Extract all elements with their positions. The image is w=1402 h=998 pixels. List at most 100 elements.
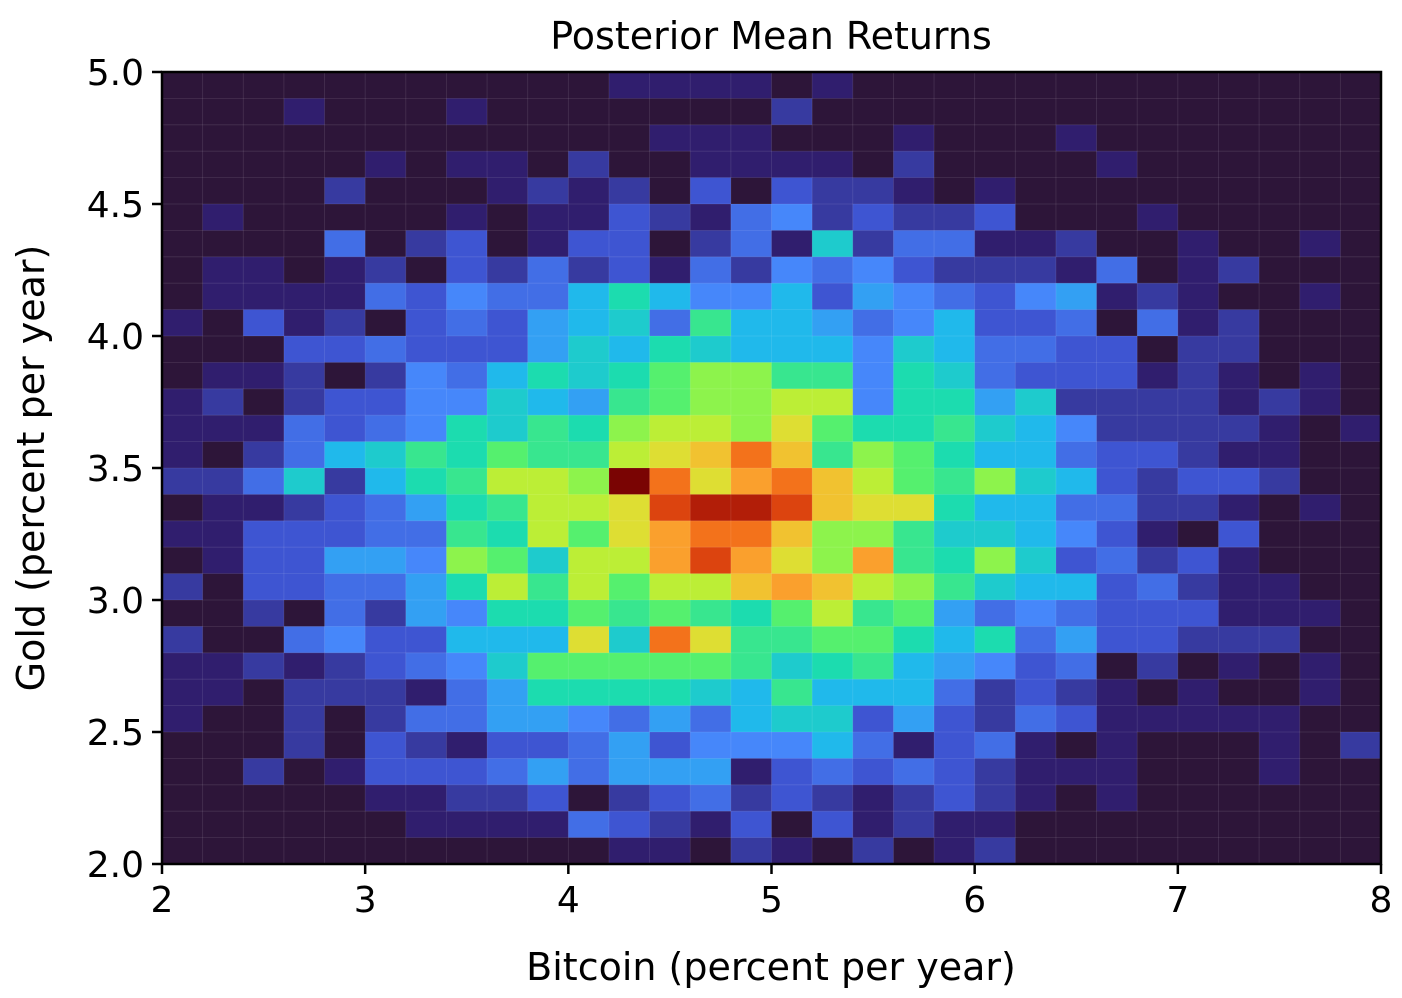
heatmap-cell bbox=[893, 124, 935, 152]
heatmap-cell bbox=[771, 151, 813, 178]
heatmap-cell bbox=[162, 626, 204, 654]
heatmap-cell bbox=[1015, 758, 1057, 786]
heatmap-cell bbox=[730, 758, 772, 786]
heatmap-cell bbox=[974, 336, 1016, 363]
heatmap-cell bbox=[568, 626, 610, 654]
heatmap-cell bbox=[812, 441, 854, 469]
heatmap-cell bbox=[202, 151, 244, 178]
heatmap-cell bbox=[1259, 679, 1301, 706]
heatmap-cell bbox=[283, 124, 325, 152]
heatmap-cell bbox=[934, 362, 976, 390]
heatmap-cell bbox=[1055, 811, 1097, 838]
heatmap-cell bbox=[162, 705, 204, 733]
heatmap-cell bbox=[690, 124, 732, 152]
heatmap-cell bbox=[1218, 283, 1260, 310]
heatmap-cell bbox=[730, 626, 772, 654]
heatmap-cell bbox=[1137, 652, 1179, 680]
heatmap-cell bbox=[487, 758, 529, 786]
heatmap-cell bbox=[1015, 283, 1057, 310]
heatmap-cell bbox=[608, 256, 650, 284]
heatmap-cell bbox=[608, 811, 650, 838]
heatmap-cell bbox=[771, 177, 813, 205]
heatmap-cell bbox=[690, 72, 732, 99]
heatmap-cell bbox=[1055, 758, 1097, 786]
heatmap-cell bbox=[487, 415, 529, 442]
heatmap-cell bbox=[690, 98, 732, 126]
heatmap-cell bbox=[1299, 309, 1341, 337]
heatmap-cell bbox=[202, 573, 244, 601]
heatmap-cell bbox=[852, 547, 894, 574]
heatmap-cell bbox=[690, 309, 732, 337]
heatmap-cell bbox=[649, 388, 691, 416]
heatmap-cell bbox=[1259, 124, 1301, 152]
heatmap-cell bbox=[812, 98, 854, 126]
heatmap-cell bbox=[1096, 230, 1138, 258]
heatmap-cell bbox=[1177, 600, 1219, 627]
heatmap-cell bbox=[730, 283, 772, 310]
heatmap-cell bbox=[243, 573, 285, 601]
x-tick-label: 6 bbox=[963, 880, 986, 921]
x-tick-label: 8 bbox=[1370, 880, 1393, 921]
heatmap-cell bbox=[608, 679, 650, 706]
heatmap-cell bbox=[690, 732, 732, 759]
heatmap-cell bbox=[283, 177, 325, 205]
heatmap-cell bbox=[202, 124, 244, 152]
heatmap-cell bbox=[446, 573, 488, 601]
heatmap-cell bbox=[730, 573, 772, 601]
heatmap-cell bbox=[893, 468, 935, 495]
heatmap-cell bbox=[202, 283, 244, 310]
heatmap-cell bbox=[608, 362, 650, 390]
heatmap-cell bbox=[243, 626, 285, 654]
heatmap-cell bbox=[1137, 230, 1179, 258]
heatmap-cell bbox=[974, 98, 1016, 126]
heatmap-cell bbox=[1137, 362, 1179, 390]
heatmap-cell bbox=[162, 468, 204, 495]
heatmap-cell bbox=[243, 837, 285, 865]
heatmap-cell bbox=[812, 784, 854, 812]
heatmap-cell bbox=[852, 732, 894, 759]
heatmap-cell bbox=[649, 98, 691, 126]
heatmap-cell bbox=[446, 758, 488, 786]
heatmap-cell bbox=[608, 520, 650, 548]
heatmap-cell bbox=[568, 573, 610, 601]
heatmap-cell bbox=[1218, 204, 1260, 231]
heatmap-cell bbox=[405, 573, 447, 601]
heatmap-cell bbox=[1218, 72, 1260, 99]
heatmap-cell bbox=[568, 468, 610, 495]
heatmap-cell bbox=[568, 520, 610, 548]
heatmap-cell bbox=[446, 784, 488, 812]
heatmap-cell bbox=[446, 600, 488, 627]
heatmap-cell bbox=[1096, 362, 1138, 390]
heatmap-cell bbox=[1340, 124, 1382, 152]
heatmap-cell bbox=[690, 204, 732, 231]
heatmap-cell bbox=[730, 230, 772, 258]
heatmap-cell bbox=[1299, 336, 1341, 363]
heatmap-cell bbox=[243, 758, 285, 786]
heatmap-cell bbox=[852, 309, 894, 337]
x-axis-label: Bitcoin (percent per year) bbox=[526, 945, 1016, 989]
heatmap-cell bbox=[202, 811, 244, 838]
heatmap-cell bbox=[852, 494, 894, 522]
heatmap-cell bbox=[202, 705, 244, 733]
heatmap-cell bbox=[1137, 415, 1179, 442]
heatmap-cell bbox=[1259, 98, 1301, 126]
heatmap-cell bbox=[405, 520, 447, 548]
heatmap-cell bbox=[771, 204, 813, 231]
heatmap-cell bbox=[568, 177, 610, 205]
heatmap-cell bbox=[283, 256, 325, 284]
heatmap-cell bbox=[1259, 468, 1301, 495]
heatmap-cell bbox=[324, 98, 366, 126]
heatmap-cell bbox=[405, 72, 447, 99]
heatmap-cell bbox=[1015, 256, 1057, 284]
heatmap-cell bbox=[893, 177, 935, 205]
heatmap-cell bbox=[690, 520, 732, 548]
heatmap-cell bbox=[446, 388, 488, 416]
heatmap-cell bbox=[1259, 72, 1301, 99]
heatmap-cell bbox=[324, 758, 366, 786]
heatmap-cell bbox=[283, 309, 325, 337]
heatmap-cell bbox=[324, 652, 366, 680]
heatmap-cell bbox=[730, 600, 772, 627]
heatmap-cell bbox=[852, 72, 894, 99]
heatmap-cell bbox=[893, 388, 935, 416]
heatmap-cell bbox=[365, 256, 407, 284]
